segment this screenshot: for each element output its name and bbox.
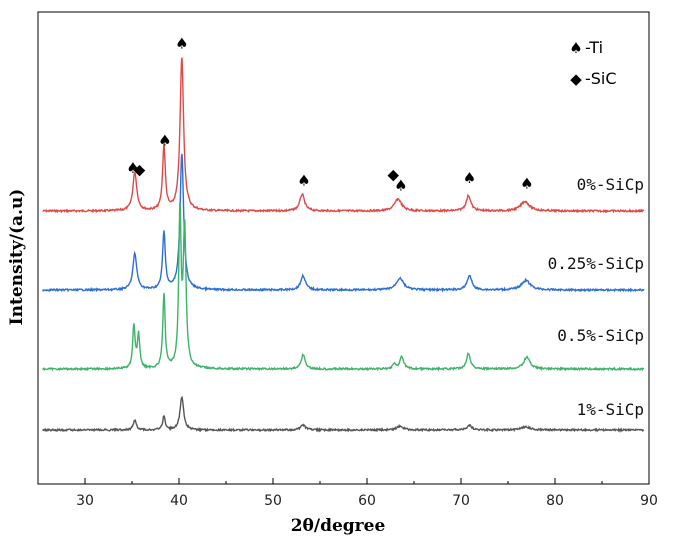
x-tick-label: 80 [546,493,564,509]
legend-label: -Ti [585,38,603,57]
series-labels: 0%-SiCp 0.25%-SiCp 0.5%-SiCp 1%-SiCp [548,175,644,419]
legend-label: -SiC [585,69,617,88]
x-tick-label: 30 [76,493,94,509]
peak-marker: ◆ [134,161,146,179]
x-tick-label: 90 [640,493,658,509]
series-line-2 [42,202,645,372]
series-label-2: 0.5%-SiCp [557,326,644,345]
series-label-0: 0%-SiCp [577,175,644,194]
peak-marker: ♠ [297,171,310,189]
series-label-1: 0.25%-SiCp [548,254,644,273]
legend-symbol: ♠ [569,39,582,57]
series-line-3 [42,395,645,433]
peak-marker: ♠ [158,132,171,150]
plot-border [37,11,650,485]
peak-marker: ♠ [463,169,476,187]
series-label-3: 1%-SiCp [577,400,644,419]
series-layer [42,57,645,433]
series-line-1 [42,153,645,293]
x-axis-ticks: 30 40 50 60 70 80 90 [37,478,658,509]
peak-marker: ♠ [175,35,188,53]
peak-marker: ♠ [394,177,407,195]
x-tick-label: 50 [264,493,282,509]
plot-frame [37,11,650,485]
legend-symbol: ◆ [570,70,582,88]
x-tick-label: 70 [452,493,470,509]
peak-marker: ◆ [388,166,400,184]
y-axis-title: Intensity/(a.u) [7,189,27,326]
x-axis-title: 2θ/degree [291,516,386,536]
x-tick-label: 40 [170,493,188,509]
peak-marker: ♠ [520,174,533,192]
legend: ♠ -Ti◆ -SiC [569,38,616,88]
peak-annotations: ♠◆♠♠♠ ◆♠ ♠ ♠ [126,35,533,195]
peak-marker: ♠ [126,159,139,177]
series-line-0 [42,57,645,214]
x-tick-label: 60 [358,493,376,509]
